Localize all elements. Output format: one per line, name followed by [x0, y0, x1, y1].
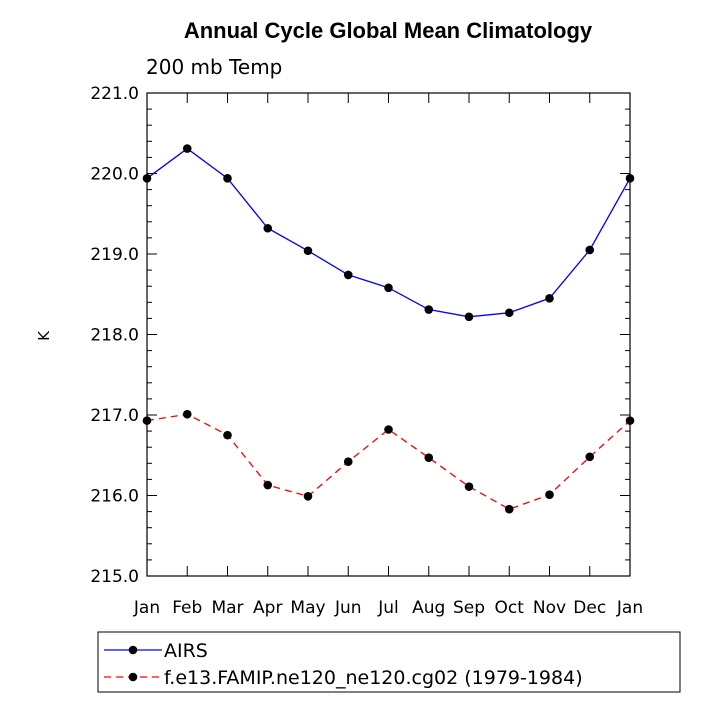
legend-label-2: f.e13.FAMIP.ne120_ne120.cg02 (1979-1984)	[164, 667, 583, 689]
series-2-point	[142, 416, 152, 425]
y-tick-label: 219.0	[90, 245, 139, 265]
x-tick-label: Jan	[133, 598, 160, 618]
series-1-point	[263, 223, 273, 233]
series-1-point	[142, 174, 152, 183]
x-tick-label: Mar	[211, 598, 243, 618]
series-1-point	[464, 312, 474, 322]
series-1-point	[182, 144, 192, 153]
series-2-point	[182, 409, 192, 419]
x-tick-label: Jun	[334, 598, 362, 618]
x-tick-label: Feb	[172, 598, 202, 618]
series-2-point	[464, 482, 474, 491]
x-tick-label: Jan	[616, 598, 643, 618]
legend-marker-2	[128, 672, 138, 682]
series-1-point	[545, 293, 554, 303]
series-1-point	[223, 174, 232, 183]
x-tick-label: Sep	[453, 598, 485, 618]
y-tick-label: 220.0	[90, 165, 139, 185]
series-2-point	[504, 504, 514, 514]
x-tick-label: May	[290, 598, 325, 618]
series-1-point	[303, 246, 313, 256]
x-tick-label: Oct	[495, 598, 525, 618]
series-1-point	[424, 305, 434, 314]
series-2-point	[424, 453, 434, 462]
series-2-point	[625, 416, 635, 425]
series-1-point	[384, 283, 393, 293]
legend-label-1: AIRS	[164, 640, 208, 662]
legend: AIRS f.e13.FAMIP.ne120_ne120.cg02 (1979-1…	[97, 631, 681, 693]
series-1-point	[585, 245, 595, 255]
x-tick-label: Nov	[533, 598, 566, 618]
series-2-point	[585, 452, 595, 462]
y-axis-label: K	[35, 330, 53, 341]
legend-box	[97, 631, 681, 693]
series-2-point	[223, 430, 232, 440]
plot-area: 215.0 216.0 217.0 218.0 219.0 220.0 221.0 Jan Fe…	[90, 84, 643, 618]
series-1-point	[625, 174, 635, 183]
legend-marker-1	[128, 645, 138, 655]
x-tick-label: Apr	[253, 598, 282, 618]
series-2-point	[343, 457, 353, 466]
plot-frame	[146, 92, 631, 577]
series-2-point	[263, 480, 273, 490]
y-tick-label: 217.0	[90, 406, 139, 426]
series-2-point	[384, 425, 393, 434]
chart-title: Annual Cycle Global Mean Climatology	[184, 18, 593, 43]
x-tick-label: Jul	[377, 598, 399, 618]
x-tick-label: Dec	[573, 598, 606, 618]
series-2-point	[545, 490, 554, 499]
chart-subtitle: 200 mb Temp	[146, 55, 282, 79]
series-1-point	[343, 270, 353, 280]
y-tick-label: 218.0	[90, 326, 139, 346]
series-1-point	[504, 308, 514, 318]
y-tick-label: 215.0	[90, 567, 139, 587]
series-2-point	[303, 492, 313, 501]
y-tick-label: 216.0	[90, 487, 139, 507]
y-tick-label: 221.0	[90, 84, 139, 104]
x-tick-label: Aug	[412, 598, 445, 618]
